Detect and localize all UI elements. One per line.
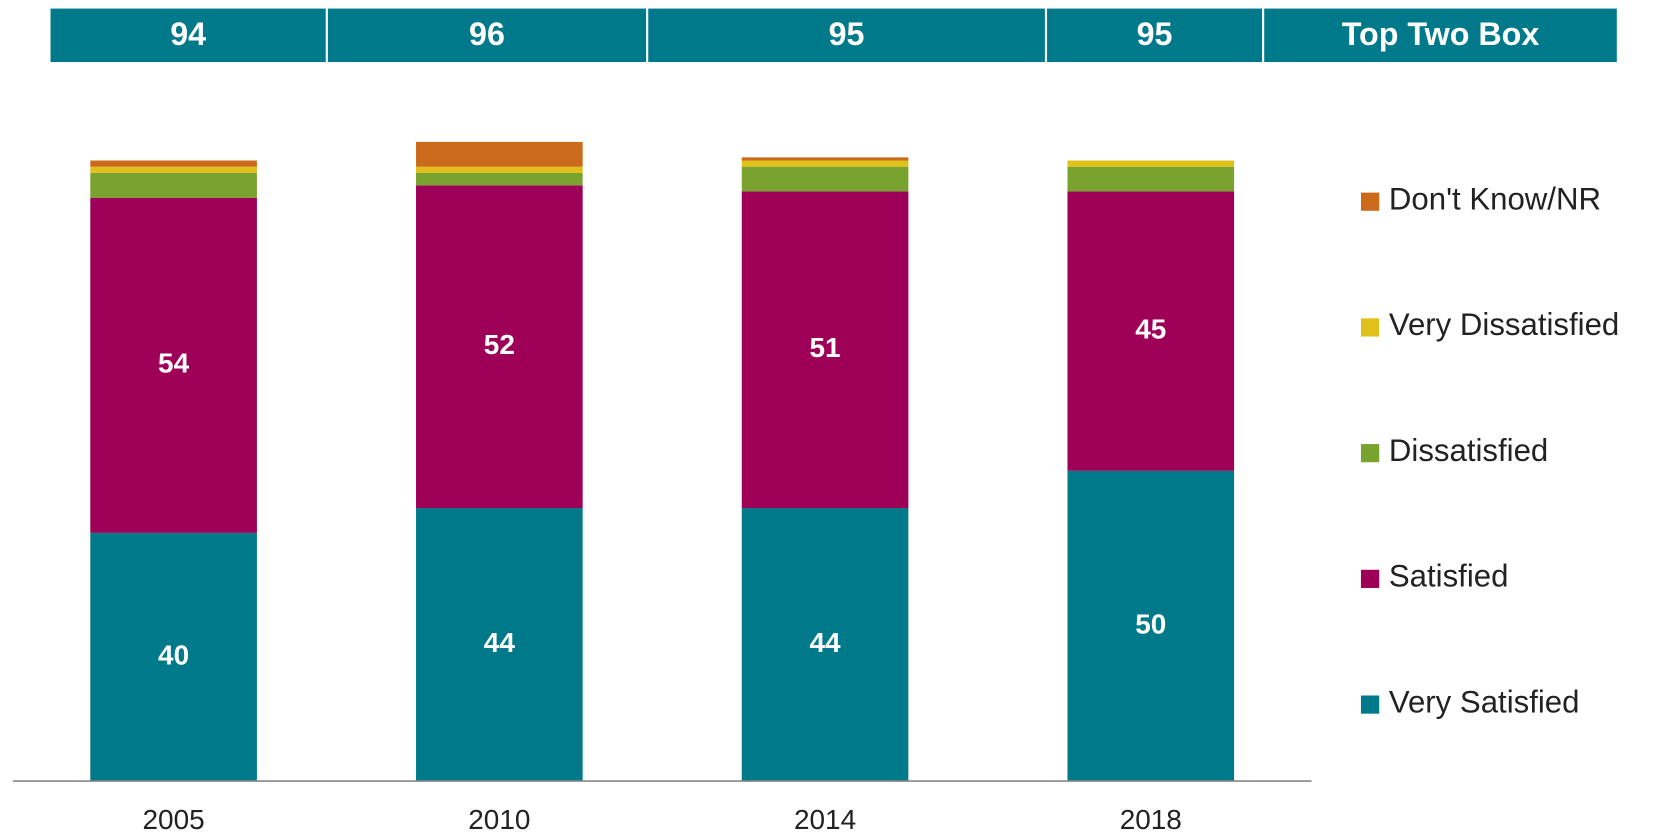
- data-label: 52: [484, 329, 515, 360]
- x-tick-label: 2018: [1120, 804, 1182, 835]
- bar-segment: [416, 172, 583, 186]
- bar-segment: [1067, 166, 1235, 192]
- bar-segment: [741, 166, 909, 192]
- header-text: 95: [1137, 16, 1173, 52]
- legend-label: Very Dissatisfied: [1389, 307, 1619, 342]
- header-cell: [50, 8, 326, 63]
- legend-label: Dissatisfied: [1389, 433, 1548, 468]
- bar-segment: [741, 508, 909, 782]
- data-label: 51: [810, 332, 841, 363]
- header-cell: [1047, 8, 1263, 63]
- x-tick-label: 2005: [143, 804, 205, 835]
- data-label: 44: [484, 627, 516, 658]
- bar-segment: [1067, 470, 1235, 782]
- bar-segment: [90, 160, 257, 167]
- data-label: 40: [158, 639, 189, 670]
- bar-segment: [741, 160, 909, 167]
- legend-label: Don't Know/NR: [1389, 181, 1601, 216]
- bar-segment: [416, 166, 583, 173]
- header-text: 94: [170, 16, 206, 52]
- x-tick-label: 2014: [794, 804, 856, 835]
- header-cell: [1264, 8, 1617, 63]
- x-tick-label: 2010: [468, 804, 530, 835]
- bar-segment: [1067, 191, 1235, 471]
- legend-swatch: [1360, 318, 1380, 337]
- bar-segment: [741, 191, 909, 509]
- header-text: 95: [829, 16, 865, 52]
- legend-swatch: [1360, 695, 1380, 714]
- bar-segment: [416, 141, 583, 167]
- header-cell: [327, 8, 647, 63]
- bar-segment: [1067, 160, 1235, 167]
- legend-swatch: [1360, 569, 1380, 588]
- legend-swatch: [1360, 444, 1380, 463]
- bar-segment: [90, 532, 257, 782]
- legend-swatch: [1360, 192, 1380, 211]
- data-label: 54: [158, 348, 190, 379]
- legend-label: Satisfied: [1389, 559, 1509, 594]
- bar-segment: [90, 172, 257, 198]
- legend-label: Very Satisfied: [1389, 684, 1580, 719]
- data-label: 45: [1135, 314, 1166, 345]
- data-label: 44: [810, 627, 842, 658]
- bar-segment: [90, 166, 257, 173]
- bar-segment: [741, 157, 909, 161]
- bar-segment: [90, 197, 257, 533]
- header-cell: [648, 8, 1045, 63]
- header-text: Top Two Box: [1342, 16, 1540, 52]
- header-text: 96: [469, 16, 505, 52]
- bar-segment: [416, 185, 583, 509]
- plot: 94 96 95 95 Top Two Box 40 54 2005 44 52 2010 44 51 2…: [12, 8, 1619, 835]
- bar-segment: [416, 508, 583, 782]
- data-label: 50: [1135, 608, 1166, 639]
